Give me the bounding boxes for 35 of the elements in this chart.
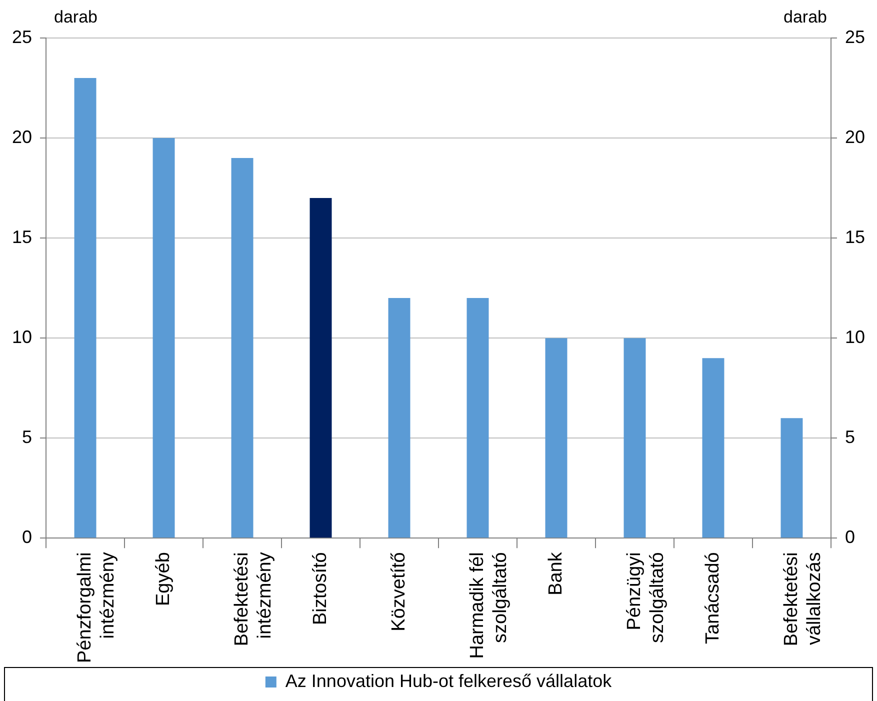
x-tick-label: Bank <box>545 552 566 596</box>
bar <box>545 338 568 538</box>
x-tick-label: Befektetési vállalkozás <box>780 552 825 646</box>
x-tick-label: Közvetítő <box>388 552 410 632</box>
bar <box>152 138 175 538</box>
y-tick-label: 25 <box>12 26 32 47</box>
y2-axis-title: darab <box>783 8 827 27</box>
bar <box>388 298 410 538</box>
bar <box>74 78 96 538</box>
y-tick-label: 15 <box>12 227 32 248</box>
bar <box>624 338 646 538</box>
x-tick-label: Biztosító <box>310 552 331 625</box>
y-axis-title: darab <box>54 8 98 27</box>
y2-tick-label: 5 <box>844 427 855 448</box>
bar <box>231 158 254 538</box>
y2-tick-label: 15 <box>844 227 866 248</box>
bar <box>780 418 803 538</box>
x-tick-label: Befektetési intézmény <box>231 552 276 646</box>
y2-tick-label: 20 <box>844 126 866 147</box>
x-tick-label: Pénzügyi szolgáltató <box>624 552 668 643</box>
y2-tick-label: 10 <box>844 327 866 348</box>
x-tick-label: Harmadik fél szolgáltató <box>466 552 511 659</box>
x-tick-label: Egyéb <box>153 552 174 606</box>
y-tick-label: 20 <box>12 126 32 147</box>
x-tick-label: Pénzforgalmi intézmény <box>74 552 118 664</box>
y-tick-label: 5 <box>22 427 32 448</box>
y-tick-label: 10 <box>12 327 32 348</box>
bar <box>466 298 489 538</box>
bar <box>310 198 332 538</box>
y2-tick-label: 0 <box>844 527 855 548</box>
legend-label: Az Innovation Hub-ot felkereső vállalatok <box>285 670 613 691</box>
y2-tick-label: 25 <box>844 26 866 47</box>
y-tick-label: 0 <box>22 527 32 548</box>
x-tick-label: Tanácsadó <box>702 552 724 644</box>
bar <box>702 358 724 538</box>
